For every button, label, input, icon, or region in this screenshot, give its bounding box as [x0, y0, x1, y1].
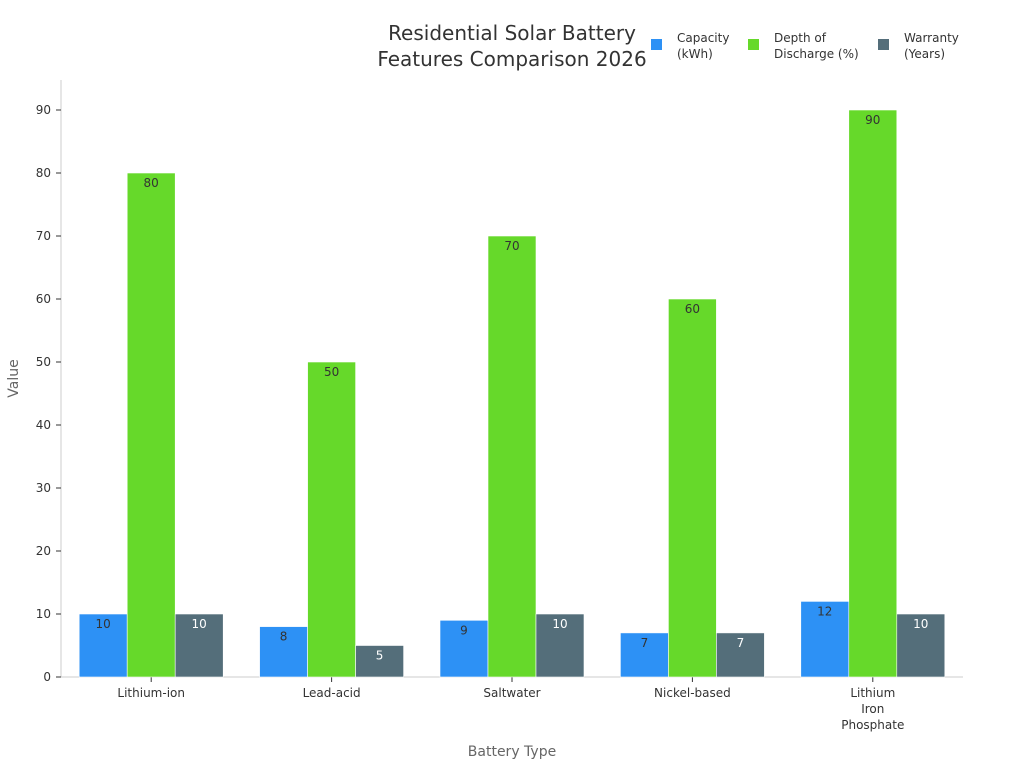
legend-swatch	[878, 39, 889, 50]
y-tick-label: 20	[36, 544, 51, 558]
bar-value-label: 10	[913, 617, 928, 631]
legend-item[interactable]: Warranty (Years)	[878, 31, 959, 61]
bar[interactable]	[800, 601, 850, 678]
legend-label: Discharge (%)	[774, 47, 859, 61]
bar-value-label: 70	[504, 239, 519, 253]
bar[interactable]	[535, 613, 585, 678]
bar-value-label: 50	[324, 365, 339, 379]
y-tick-label: 60	[36, 292, 51, 306]
bar[interactable]	[259, 626, 308, 678]
bar-value-label: 10	[192, 617, 207, 631]
bar-value-label: 90	[865, 113, 880, 127]
x-tick-label: Nickel-based	[654, 686, 731, 700]
bar[interactable]	[126, 172, 176, 678]
bar-value-label: 7	[737, 636, 745, 650]
bar-value-label: 7	[641, 636, 649, 650]
bar[interactable]	[78, 613, 128, 678]
x-tick-label: Lead-acid	[303, 686, 361, 700]
chart-bars	[78, 109, 946, 678]
bar[interactable]	[896, 613, 946, 678]
bar-value-label: 8	[280, 630, 288, 644]
chart-title-line: Residential Solar Battery	[388, 21, 636, 45]
legend-label: (kWh)	[677, 47, 713, 61]
legend-swatch	[651, 39, 662, 50]
bar[interactable]	[355, 645, 404, 678]
bar-value-label: 12	[817, 604, 832, 618]
bar-value-label: 10	[96, 617, 111, 631]
legend-label: (Years)	[904, 47, 945, 61]
y-tick-label: 10	[36, 607, 51, 621]
x-tick-label: Iron	[861, 702, 884, 716]
chart-axes: 0 10 20 30 40 50 60 70 80 90 Value Battery Type Lith…	[6, 80, 963, 760]
bar-value-label: 60	[685, 302, 700, 316]
x-axis-title: Battery Type	[468, 744, 556, 760]
bar[interactable]	[848, 109, 898, 678]
bar[interactable]	[716, 632, 765, 678]
chart-legend: Capacity (kWh) Depth of Discharge (%) Warran…	[651, 31, 959, 61]
bar-value-label: 5	[376, 649, 384, 663]
chart-title-line: Features Comparison 2026	[377, 47, 646, 71]
y-tick-label: 90	[36, 103, 51, 117]
x-tick-label: Phosphate	[841, 718, 904, 732]
bar-value-label: 80	[144, 176, 159, 190]
x-tick-label: Lithium	[850, 686, 895, 700]
legend-item[interactable]: Depth of Discharge (%)	[748, 31, 859, 61]
y-tick-label: 70	[36, 229, 51, 243]
y-tick-label: 80	[36, 166, 51, 180]
legend-label: Depth of	[774, 31, 827, 45]
y-axis-title: Value	[6, 359, 22, 397]
legend-label: Warranty	[904, 31, 959, 45]
chart-data-labels: 10 80 10 8 50 5 9 70 10 7 60 7 12 90 10	[96, 113, 929, 663]
bar[interactable]	[174, 613, 224, 678]
bar-value-label: 10	[552, 617, 567, 631]
y-tick-label: 30	[36, 481, 51, 495]
x-tick-label: Lithium-ion	[117, 686, 185, 700]
x-tick-label: Saltwater	[483, 686, 540, 700]
bar[interactable]	[307, 361, 356, 678]
bar[interactable]	[668, 298, 717, 678]
bar[interactable]	[487, 235, 537, 678]
bar-value-label: 9	[460, 623, 468, 637]
legend-swatch	[748, 39, 759, 50]
y-tick-label: 50	[36, 355, 51, 369]
y-tick-label: 40	[36, 418, 51, 432]
legend-label: Capacity	[677, 31, 729, 45]
y-tick-label: 0	[43, 670, 51, 684]
legend-item[interactable]: Capacity (kWh)	[651, 31, 729, 61]
